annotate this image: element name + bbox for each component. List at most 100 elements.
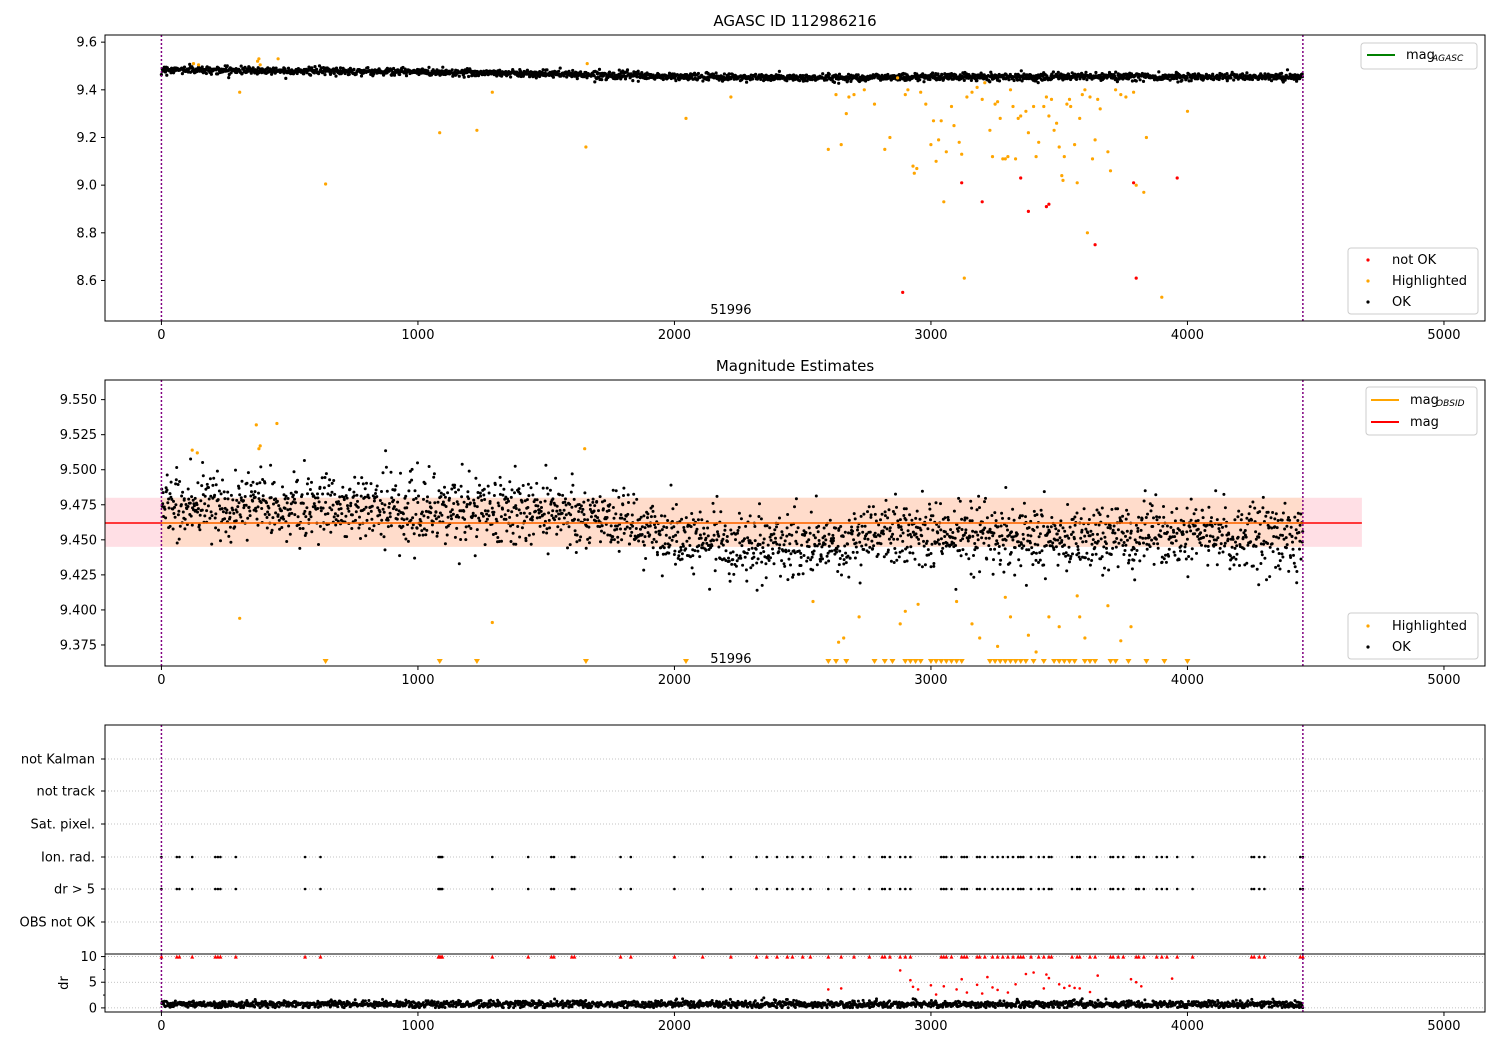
y-axis: 8.68.89.09.29.49.6 <box>76 36 105 289</box>
ok-point <box>372 499 376 503</box>
ok-point <box>1292 553 1295 557</box>
ok-point <box>917 542 921 546</box>
ok-point <box>336 514 340 518</box>
ok-point <box>889 541 893 545</box>
ok-point <box>931 528 935 532</box>
ok-point <box>1278 559 1282 563</box>
ok-point <box>989 547 993 551</box>
ok-point <box>1179 544 1183 548</box>
ok-point <box>946 515 950 519</box>
ok-point <box>480 512 484 516</box>
ok-point <box>474 476 478 480</box>
ok-point <box>1289 556 1293 559</box>
ok-point <box>1196 77 1200 81</box>
ok-point <box>482 487 486 491</box>
ok-point <box>588 536 592 540</box>
ok-point <box>205 482 209 486</box>
ok-point <box>926 548 930 552</box>
ok-point <box>941 546 945 550</box>
ok-point <box>581 507 585 511</box>
ok-point <box>1112 524 1116 528</box>
not-ok-point <box>980 200 984 204</box>
highlighted-point <box>1006 155 1010 159</box>
ok-point <box>558 493 562 497</box>
ok-point <box>800 543 804 547</box>
ok-point <box>676 530 680 534</box>
ok-point <box>811 568 815 572</box>
ok-point <box>1183 550 1187 554</box>
ok-point <box>901 539 905 543</box>
ok-point <box>422 527 426 531</box>
ok-point <box>648 524 652 528</box>
ok-point <box>920 489 924 493</box>
highlighted-point <box>924 102 928 106</box>
ok-point <box>635 75 639 79</box>
ok-point <box>1257 583 1261 587</box>
ok-point <box>496 536 500 539</box>
ok-point <box>401 65 405 70</box>
clipped-marker <box>1184 659 1191 664</box>
clipped-marker <box>1002 659 1009 664</box>
ok-point <box>282 517 286 521</box>
ok-point <box>1218 530 1222 533</box>
ok-point <box>207 486 210 489</box>
flag-ion-rad <box>942 855 946 859</box>
ok-point <box>455 526 459 530</box>
flag-ion-rad <box>214 855 217 859</box>
ok-point <box>1069 555 1073 558</box>
ok-point <box>478 519 482 523</box>
ok-point <box>524 539 528 543</box>
ok-point <box>479 494 483 498</box>
legend-label-ok: OK <box>1392 640 1411 655</box>
ok-point <box>729 551 733 555</box>
ok-point <box>272 502 275 506</box>
ok-point <box>352 490 356 494</box>
flag-ion-rad <box>552 855 556 859</box>
ok-point <box>487 514 491 518</box>
ok-point <box>442 493 446 497</box>
ok-point <box>1264 514 1268 518</box>
ok-point <box>1129 529 1133 533</box>
ok-point <box>914 532 918 536</box>
ok-point <box>638 517 642 521</box>
flag-ion-rad <box>550 855 553 859</box>
ok-point <box>459 484 463 488</box>
ok-point <box>474 514 477 518</box>
ok-point <box>468 501 472 505</box>
ok-point <box>964 552 968 556</box>
ok-point <box>316 507 320 510</box>
ok-point <box>1291 540 1294 544</box>
ok-point <box>1215 518 1219 522</box>
ok-point <box>358 515 361 519</box>
y-tick-label: 9.500 <box>60 463 97 478</box>
flag-dr-gt-5 <box>319 887 322 891</box>
ok-point <box>1061 526 1065 530</box>
ok-point <box>713 569 717 573</box>
highlighted-point <box>1034 155 1038 159</box>
ok-point <box>922 539 925 543</box>
ok-point <box>758 543 762 546</box>
ok-point <box>1105 551 1109 555</box>
ok-point <box>1235 73 1239 77</box>
ok-point <box>989 70 993 74</box>
highlighted-point <box>1032 104 1036 109</box>
ok-point <box>306 477 310 481</box>
legend-marker-highlighted <box>1366 624 1370 628</box>
ok-point <box>848 556 852 560</box>
ok-point <box>997 79 1002 83</box>
ok-point <box>221 478 224 482</box>
ok-point <box>402 518 406 522</box>
ok-point <box>1108 526 1112 530</box>
ok-point <box>172 512 176 515</box>
ok-point <box>819 559 822 563</box>
ok-point <box>915 535 919 539</box>
ok-point <box>1254 537 1258 541</box>
ok-point <box>698 510 702 514</box>
ok-point <box>181 510 185 514</box>
ok-point <box>344 514 348 518</box>
ok-point <box>867 505 871 509</box>
ok-point <box>857 532 861 536</box>
x-tick-label: 0 <box>157 328 165 343</box>
ok-point <box>1056 563 1060 567</box>
ok-point <box>530 518 534 522</box>
